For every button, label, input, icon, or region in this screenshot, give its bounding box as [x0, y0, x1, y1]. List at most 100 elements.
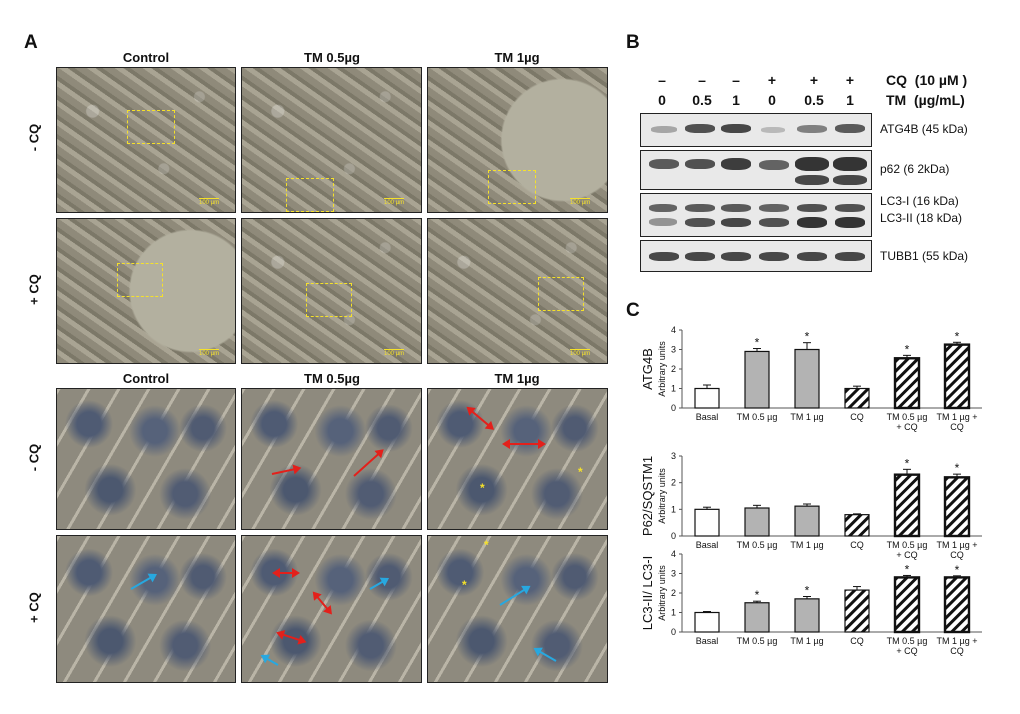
y-axis-unit: Arbitrary units — [657, 565, 667, 621]
bar — [893, 357, 921, 410]
roi-box — [117, 263, 163, 297]
significance-star: * — [905, 342, 910, 356]
x-tick-label: TM 0.5 µg — [737, 540, 778, 550]
y-axis-unit: Arbitrary units — [657, 468, 667, 524]
scale-bar: 100 µm — [199, 349, 220, 357]
y-tick-label: 0 — [671, 627, 676, 637]
tm-value-lane1: 0 — [658, 92, 666, 108]
significance-star: * — [805, 584, 810, 598]
cq-sign-lane4: + — [767, 72, 777, 88]
y-tick-label: 1 — [671, 608, 676, 618]
bar — [744, 507, 770, 537]
x-tick-label: Basal — [696, 636, 719, 646]
x-tick-label: TM 0.5 µg — [737, 636, 778, 646]
roi-box — [538, 277, 584, 311]
scale-bar: 100 µm — [570, 198, 591, 206]
col-header-control-bottom: Control — [122, 371, 170, 386]
bar — [794, 505, 820, 537]
cq-sign-lane3: – — [732, 72, 740, 88]
col-header-tm1-top: TM 1µg — [494, 50, 540, 65]
x-tick-label: TM 1 µg + — [937, 412, 978, 422]
yellow-star-marker: * — [484, 538, 489, 552]
red-double-arrow — [467, 407, 494, 430]
bar — [794, 598, 820, 633]
row-label-plus-cq-bottom: + CQ — [26, 592, 42, 623]
y-axis-title: P62/SQSTM1 — [640, 456, 655, 536]
yellow-star-marker: * — [462, 578, 467, 592]
x-tick-label: TM 0.5 µg — [887, 540, 928, 550]
y-axis-unit: Arbitrary units — [657, 341, 667, 397]
blot-tubb1 — [640, 240, 872, 272]
x-tick-label: CQ — [850, 412, 864, 422]
y-tick-label: 2 — [671, 478, 676, 488]
y-tick-label: 4 — [671, 549, 676, 559]
y-axis-title: ATG4B — [640, 348, 655, 390]
panel-c-letter: C — [626, 300, 640, 321]
significance-star: * — [955, 329, 960, 343]
row-label-minus-cq-bottom: - CQ — [26, 443, 42, 472]
y-tick-label: 1 — [671, 504, 676, 514]
red-double-arrow — [502, 439, 546, 449]
red-double-arrow — [272, 568, 300, 578]
blot-lc3 — [640, 193, 872, 237]
cq-sign-lane2: – — [698, 72, 706, 88]
scale-bar: 100 µm — [199, 198, 220, 206]
significance-star: * — [955, 563, 960, 577]
x-tick-label: + CQ — [896, 422, 917, 432]
cq-sign-lane6: + — [845, 72, 855, 88]
significance-star: * — [755, 588, 760, 602]
scale-bar: 100 µm — [570, 349, 591, 357]
tm-value-lane3: 1 — [732, 92, 740, 108]
tm-condition-label: TM (µg/mL) — [886, 92, 965, 108]
x-tick-label: CQ — [950, 646, 964, 656]
blue-arrow — [369, 578, 388, 590]
y-tick-label: 3 — [671, 569, 676, 579]
y-tick-label: 0 — [671, 403, 676, 413]
bar — [744, 350, 770, 409]
x-tick-label: CQ — [950, 422, 964, 432]
bar — [794, 348, 820, 409]
x-tick-label: TM 0.5 µg — [887, 636, 928, 646]
y-tick-label: 2 — [671, 364, 676, 374]
x-tick-label: TM 1 µg — [790, 412, 823, 422]
scale-bar: 100 µm — [384, 349, 405, 357]
row-label-minus-cq-top: - CQ — [26, 123, 42, 152]
significance-star: * — [755, 336, 760, 350]
x-tick-label: TM 1 µg — [790, 540, 823, 550]
tm-value-lane4: 0 — [768, 92, 776, 108]
x-tick-label: CQ — [850, 636, 864, 646]
red-double-arrow — [313, 592, 332, 614]
blue-arrow — [534, 648, 557, 662]
cq-sign-lane5: + — [809, 72, 819, 88]
bar — [744, 602, 770, 633]
blue-arrow — [130, 574, 156, 590]
bar — [694, 508, 720, 537]
bar — [943, 476, 971, 538]
x-tick-label: CQ — [950, 550, 964, 560]
y-tick-label: 2 — [671, 588, 676, 598]
significance-star: * — [905, 562, 910, 576]
red-double-arrow — [277, 632, 305, 643]
bar — [943, 576, 971, 634]
x-tick-label: Basal — [696, 412, 719, 422]
bar — [844, 589, 870, 633]
x-tick-label: Basal — [696, 540, 719, 550]
x-tick-label: CQ — [850, 540, 864, 550]
x-tick-label: + CQ — [896, 550, 917, 560]
red-arrow — [271, 467, 300, 475]
roi-box — [306, 283, 352, 317]
blot-label-p62: p62 (6 2kDa) — [880, 162, 950, 176]
col-header-tm1-bottom: TM 1µg — [494, 371, 540, 386]
blot-label-atg4b: ATG4B (45 kDa) — [880, 122, 968, 136]
roi-box — [488, 170, 536, 204]
tm-value-lane5: 0.5 — [804, 92, 824, 108]
cq-sign-lane1: – — [658, 72, 666, 88]
tm-value-lane2: 0.5 — [692, 92, 712, 108]
significance-star: * — [805, 330, 810, 344]
y-axis-title: LC3-II/ LC3-I — [640, 556, 655, 630]
significance-star: * — [955, 461, 960, 475]
micrograph-control-minus-cq-high — [56, 388, 236, 530]
y-tick-label: 1 — [671, 384, 676, 394]
bar — [893, 473, 921, 538]
